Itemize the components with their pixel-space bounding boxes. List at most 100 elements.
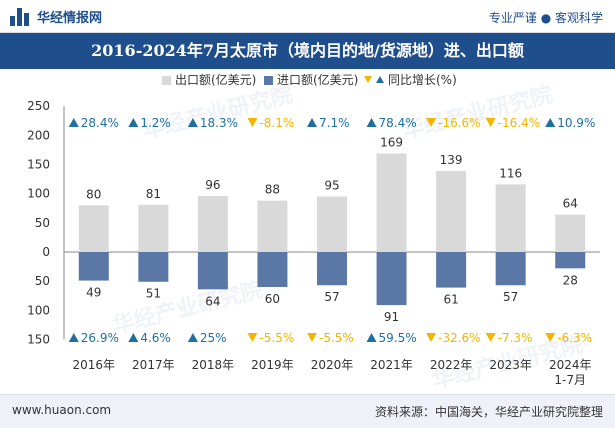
export-growth-up-triangle: [187, 118, 198, 127]
export-growth-label: -16.6%: [438, 116, 480, 130]
x-tick-label: 2019年: [251, 358, 294, 372]
import-growth-up-triangle: [187, 333, 198, 342]
legend-import-label: 进口额(亿美元): [277, 72, 358, 87]
export-bar: [317, 196, 347, 252]
y-tick-label: 250: [27, 99, 50, 113]
import-growth-up-triangle: [68, 333, 79, 342]
export-bar: [197, 196, 228, 252]
logo-bars-icon: [10, 7, 30, 26]
export-growth-label: 78.4%: [379, 116, 417, 130]
export-bar: [257, 200, 288, 252]
export-bar: [555, 214, 586, 252]
y-tick-label: 150: [27, 332, 50, 346]
import-bar: [257, 252, 288, 287]
export-growth-down-triangle: [426, 118, 437, 127]
import-bar: [197, 252, 228, 290]
import-growth-label: -7.3%: [498, 331, 533, 345]
import-value-label: 91: [384, 310, 399, 324]
x-tick-label: 2017年: [132, 358, 175, 372]
legend-export-label: 出口额(亿美元): [175, 72, 256, 87]
export-growth-down-triangle: [247, 118, 258, 127]
export-growth-label: 18.3%: [200, 116, 238, 130]
import-bar: [555, 252, 586, 269]
import-value-label: 49: [86, 286, 101, 300]
import-growth-down-triangle: [426, 333, 437, 342]
legend-export-swatch: [162, 76, 171, 85]
y-tick-label: 0: [42, 245, 50, 259]
import-growth-label: -6.3%: [557, 331, 592, 345]
export-value-label: 80: [86, 187, 101, 201]
export-growth-label: 1.2%: [140, 116, 171, 130]
x-tick-label: 2022年: [430, 358, 473, 372]
import-growth-up-triangle: [128, 333, 139, 342]
export-bar: [436, 170, 467, 252]
export-growth-up-triangle: [128, 118, 139, 127]
footer: www.huaon.com 资料来源：中国海关，华经产业研究院整理: [0, 394, 615, 428]
footer-website[interactable]: www.huaon.com: [12, 403, 112, 417]
import-growth-label: 25%: [200, 331, 227, 345]
export-growth-down-triangle: [485, 118, 496, 127]
y-tick-label: 100: [27, 187, 50, 201]
import-bar: [317, 252, 347, 286]
logo: 华经情报网: [10, 7, 102, 26]
import-growth-label: -32.6%: [438, 331, 480, 345]
export-bar: [495, 184, 526, 252]
legend-import-swatch: [264, 76, 273, 85]
tagline: 专业严谨 ● 客观科学: [488, 11, 603, 25]
x-tick-label: 2016年: [73, 358, 116, 372]
legend-growth-label: 同比增长(%): [388, 73, 457, 87]
y-tick-label: 200: [27, 128, 50, 142]
export-bar: [376, 153, 407, 252]
import-growth-label: 4.6%: [140, 331, 171, 345]
export-growth-label: -8.1%: [259, 116, 294, 130]
legend-up-triangle: [376, 76, 384, 83]
import-bar: [138, 252, 169, 282]
export-value-label: 169: [380, 135, 403, 149]
import-bar: [376, 252, 407, 306]
export-growth-label: 10.9%: [557, 116, 595, 130]
export-growth-label: -16.4%: [498, 116, 540, 130]
y-tick-label: 50: [35, 216, 50, 230]
export-value-label: 81: [146, 187, 161, 201]
import-growth-label: 26.9%: [81, 331, 119, 345]
export-growth-up-triangle: [307, 118, 317, 127]
import-growth-down-triangle: [485, 333, 496, 342]
import-bar: [495, 252, 526, 286]
x-tick-label: 1-7月: [554, 373, 586, 387]
import-bar: [436, 252, 467, 288]
import-value-label: 60: [265, 292, 280, 306]
import-value-label: 61: [443, 293, 458, 307]
export-growth-label: 28.4%: [81, 116, 119, 130]
export-growth-label: 7.1%: [319, 116, 350, 130]
logo-text: 华经情报网: [37, 11, 103, 26]
y-tick-label: 100: [27, 303, 50, 317]
export-value-label: 95: [324, 179, 339, 193]
export-growth-up-triangle: [68, 118, 79, 127]
export-value-label: 88: [265, 183, 280, 197]
x-tick-label: 2023年: [489, 358, 532, 372]
import-value-label: 28: [563, 273, 578, 287]
import-value-label: 57: [324, 290, 339, 304]
import-value-label: 57: [503, 290, 518, 304]
x-tick-label: 2021年: [370, 358, 413, 372]
x-tick-label: 2024年: [549, 358, 592, 372]
import-growth-down-triangle: [247, 333, 258, 342]
export-value-label: 139: [440, 153, 463, 167]
import-growth-down-triangle: [545, 333, 556, 342]
legend-down-triangle: [364, 76, 372, 83]
import-growth-label: -5.5%: [259, 331, 294, 345]
export-bar: [78, 205, 109, 252]
import-growth-label: -5.5%: [319, 331, 354, 345]
top-bar: 华经情报网 专业严谨 ● 客观科学: [0, 0, 615, 33]
footer-source: 资料来源：中国海关，华经产业研究院整理: [374, 405, 603, 419]
x-tick-label: 2020年: [311, 358, 354, 372]
export-growth-up-triangle: [545, 118, 556, 127]
import-bar: [78, 252, 109, 281]
import-value-label: 51: [146, 287, 161, 301]
import-growth-down-triangle: [307, 333, 317, 342]
import-growth-up-triangle: [366, 333, 377, 342]
x-tick-label: 2018年: [192, 358, 235, 372]
export-growth-up-triangle: [366, 118, 377, 127]
chart-title: 2016-2024年7月太原市（境内目的地/货源地）进、出口额: [0, 33, 615, 69]
export-value-label: 116: [499, 166, 522, 180]
